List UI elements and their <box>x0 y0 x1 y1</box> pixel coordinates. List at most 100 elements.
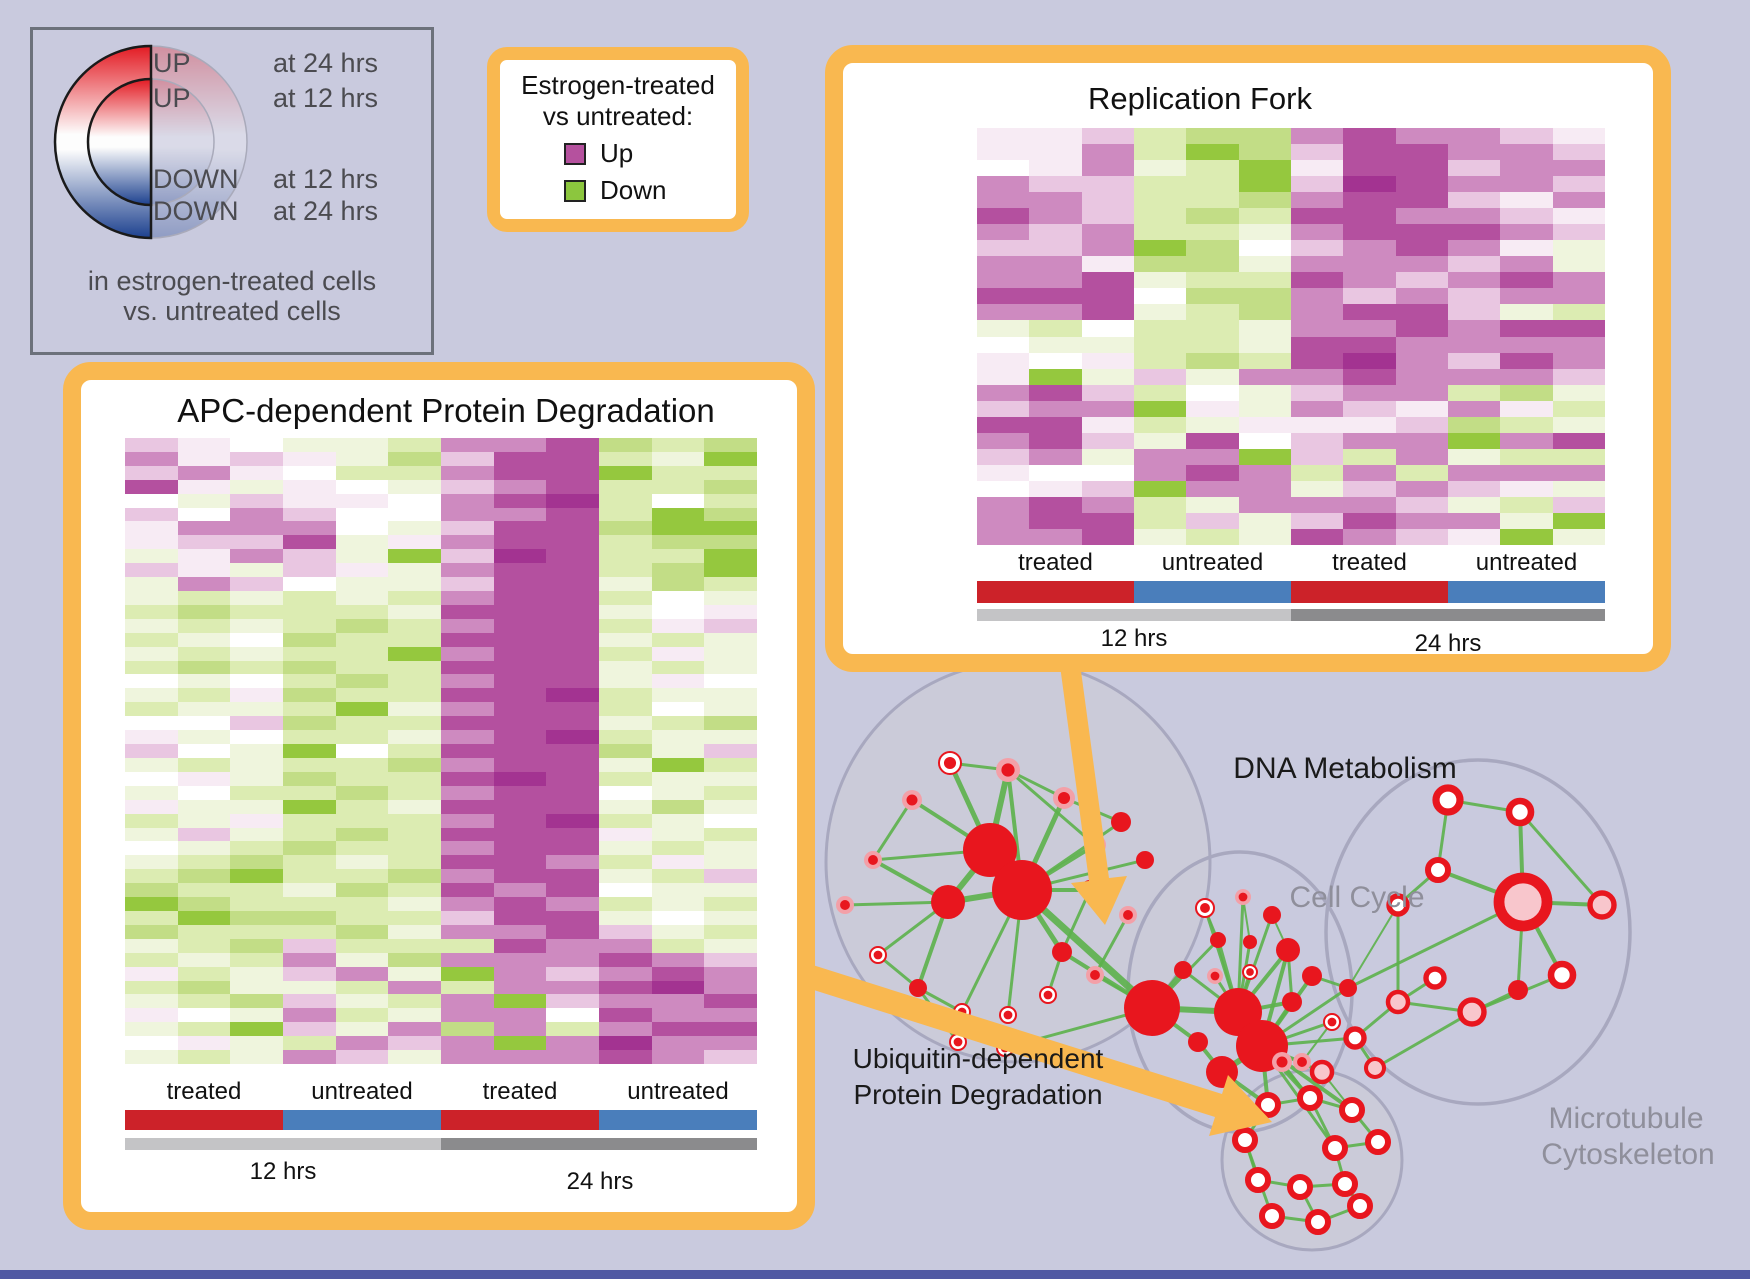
heatmap-cell <box>177 1008 231 1023</box>
heatmap-cell <box>546 618 599 633</box>
heatmap-cell <box>283 966 336 981</box>
heatmap-cell <box>283 521 336 536</box>
heatmap-cell <box>651 479 705 494</box>
heatmap-cell <box>1500 320 1553 337</box>
heatmap-cell <box>1395 464 1448 481</box>
heatmap-cell <box>388 632 441 647</box>
heatmap-cell <box>599 869 652 884</box>
gene-set-node <box>963 823 1017 877</box>
ring-gradient-diagram <box>53 44 248 240</box>
heatmap-cell <box>441 980 494 995</box>
heatmap-cell <box>1238 368 1291 385</box>
heatmap-cell <box>651 841 705 856</box>
gene-set-node-dot-center <box>1276 1056 1288 1068</box>
heatmap-cell <box>1238 160 1291 177</box>
heatmap-cell <box>335 604 389 619</box>
heatmap-cell <box>335 646 389 661</box>
heatmap-cell <box>335 688 389 703</box>
heatmap-cell <box>546 966 599 981</box>
heatmap-cell <box>1447 528 1501 545</box>
heatmap-cell <box>704 632 757 647</box>
heatmap-cell <box>1343 208 1396 225</box>
heatmap-cell <box>388 438 441 452</box>
heatmap-cell <box>546 493 599 508</box>
heatmap-cell <box>1186 400 1239 417</box>
gene-set-node-ring <box>1259 1203 1285 1229</box>
gene-set-node <box>1210 932 1226 948</box>
gene-set-node-pink-ring <box>1309 1059 1335 1085</box>
heatmap-cell <box>283 1022 336 1037</box>
heatmap-cell <box>1081 256 1134 273</box>
legend-item: Down <box>564 175 736 206</box>
heatmap-cell <box>704 521 757 536</box>
heatmap-cell <box>599 994 652 1009</box>
gene-set-node-ring <box>1505 797 1535 827</box>
heatmap-cell <box>546 465 599 480</box>
gene-set-node-ring <box>1297 1085 1323 1111</box>
heatmap-cell <box>177 451 231 466</box>
heatmap-cell <box>1343 368 1396 385</box>
heatmap-cell <box>977 160 1030 177</box>
heatmap-cell <box>1552 432 1605 449</box>
heatmap-cell <box>1343 448 1396 465</box>
replication-panel-title: Replication Fork <box>1088 81 1312 116</box>
heatmap-cell <box>177 674 231 689</box>
heatmap-cell <box>177 924 231 939</box>
heatmap-cell <box>441 744 494 758</box>
gene-set-node-dot-center <box>1246 968 1254 976</box>
heatmap-cell <box>704 827 757 842</box>
heatmap-cell <box>1343 352 1396 369</box>
heatmap-cell <box>1447 432 1501 449</box>
heatmap-cell <box>1029 480 1082 497</box>
estrogen-legend-title-line2: vs untreated: <box>542 101 694 131</box>
heatmap-cell <box>651 438 705 452</box>
heatmap-cell <box>388 1050 441 1064</box>
heatmap-cell <box>335 479 389 494</box>
heatmap-cell <box>177 883 231 898</box>
heatmap-cell <box>1395 304 1448 321</box>
heatmap-cell <box>1238 416 1291 433</box>
heatmap-cell <box>441 451 494 466</box>
heatmap-cell <box>177 785 231 800</box>
heatmap-cell <box>388 674 441 689</box>
heatmap-cell <box>335 521 389 536</box>
heatmap-cell <box>1133 384 1187 401</box>
heatmap-cell <box>1081 368 1134 385</box>
heatmap-cell <box>599 1036 652 1051</box>
heatmap-cell <box>441 938 494 953</box>
heatmap-cell <box>230 799 283 814</box>
network-edge <box>1007 768 1096 847</box>
heatmap-cell <box>599 688 652 703</box>
heatmap-cell <box>177 438 231 452</box>
heatmap-cell <box>1186 512 1239 529</box>
heatmap-cell <box>704 479 757 494</box>
heatmap-cell <box>388 521 441 536</box>
heatmap-cell <box>651 563 705 578</box>
heatmap-cell <box>704 757 757 772</box>
estrogen-legend-items: Up Down <box>500 138 736 206</box>
heatmap-cell <box>704 841 757 856</box>
heatmap-cell <box>977 304 1030 321</box>
cluster-label-cell-cycle: Cell Cycle <box>1289 881 1424 914</box>
heatmap-cell <box>1343 432 1396 449</box>
heatmap-cell <box>125 1036 178 1051</box>
heatmap-cell <box>1500 176 1553 193</box>
condition-label: treated <box>482 1078 558 1105</box>
callout-arrow <box>738 944 1272 1136</box>
heatmap-cell <box>493 869 547 884</box>
heatmap-cell <box>230 771 283 786</box>
gene-set-node-dot-center <box>868 855 878 865</box>
gene-set-node-dot-center <box>953 1037 963 1047</box>
heatmap-cell <box>1343 160 1396 177</box>
heatmap-cell <box>599 674 652 689</box>
heatmap-cell <box>493 1022 547 1037</box>
heatmap-cell <box>1186 432 1239 449</box>
heatmap-cell <box>599 438 652 452</box>
heatmap-cell <box>599 646 652 661</box>
heatmap-cell <box>230 646 283 661</box>
heatmap-cell <box>335 938 389 953</box>
heatmap-cell <box>1133 208 1187 225</box>
heatmap-cell <box>1552 528 1605 545</box>
heatmap-cell <box>651 966 705 981</box>
heatmap-cell <box>1395 320 1448 337</box>
